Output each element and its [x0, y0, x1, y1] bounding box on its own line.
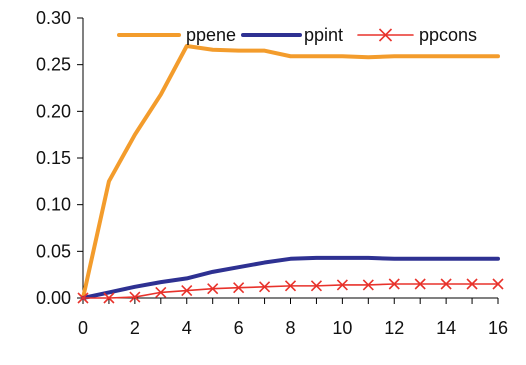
marker-stroke	[440, 278, 452, 290]
data-point-ppcons	[258, 281, 271, 293]
marker-stroke	[310, 280, 323, 292]
data-point-ppcons	[207, 283, 219, 295]
y-tick-label: 0.15	[36, 148, 71, 168]
marker-stroke	[284, 280, 297, 292]
marker-stroke	[181, 284, 193, 297]
marker-stroke	[77, 292, 89, 304]
legend-label: ppint	[304, 25, 343, 45]
x-tick-label: 10	[332, 318, 352, 338]
y-tick-label: 0.10	[36, 195, 71, 215]
marker-stroke	[414, 278, 426, 290]
marker-stroke	[233, 282, 245, 294]
x-tick-label: 6	[234, 318, 244, 338]
series-layer	[77, 44, 504, 304]
marker-stroke	[388, 278, 400, 290]
x-tick-label: 14	[436, 318, 456, 338]
legend-item-ppint: ppint	[241, 25, 343, 45]
marker-stroke	[258, 281, 271, 293]
data-point-ppcons	[492, 278, 504, 290]
legend-label: ppene	[186, 25, 236, 45]
marker-stroke	[155, 286, 167, 298]
data-point-ppcons	[362, 279, 374, 291]
y-tick-label: 0.30	[36, 8, 71, 28]
y-tick-label: 0.00	[36, 288, 71, 308]
y-tick-label: 0.25	[36, 55, 71, 75]
axes-layer: 0.00 0.05 0.10 0.15 0.20 0.25 0.30 0 2 4 6 8 10 12 14 1…	[36, 8, 508, 338]
marker-stroke	[466, 278, 478, 290]
legend: ppene ppint ppcons	[117, 25, 477, 45]
marker-stroke	[336, 279, 348, 291]
data-point-ppcons	[336, 279, 348, 291]
data-point-ppcons	[310, 280, 323, 292]
y-tick-label: 0.05	[36, 241, 71, 261]
data-point-ppcons	[466, 278, 478, 290]
legend-item-ppcons: ppcons	[357, 25, 477, 45]
marker-stroke	[362, 279, 374, 291]
y-tick-label: 0.20	[36, 101, 71, 121]
data-point-ppcons	[284, 280, 297, 292]
series-line-ppint	[81, 255, 500, 300]
legend-item-ppene: ppene	[117, 25, 236, 45]
data-point-ppcons	[388, 278, 400, 290]
data-point-ppcons	[440, 278, 452, 290]
legend-label: ppcons	[419, 25, 477, 45]
data-point-ppcons	[103, 292, 115, 304]
data-point-ppcons	[129, 291, 141, 303]
data-point-ppcons	[233, 282, 245, 294]
data-point-ppcons	[77, 292, 89, 304]
x-tick-label: 4	[182, 318, 192, 338]
data-point-ppcons	[155, 286, 167, 298]
x-tick-label: 2	[130, 318, 140, 338]
x-tick-label: 8	[285, 318, 295, 338]
marker-stroke	[492, 278, 504, 290]
data-point-ppcons	[181, 284, 193, 297]
x-tick-label: 0	[78, 318, 88, 338]
x-tick-label: 12	[384, 318, 404, 338]
series-line-ppene	[81, 44, 500, 300]
x-tick-label: 16	[488, 318, 508, 338]
legend-marker	[378, 28, 393, 42]
marker-stroke	[129, 291, 141, 303]
marker-stroke	[207, 283, 219, 295]
marker-stroke	[103, 292, 115, 304]
data-point-ppcons	[414, 278, 426, 290]
